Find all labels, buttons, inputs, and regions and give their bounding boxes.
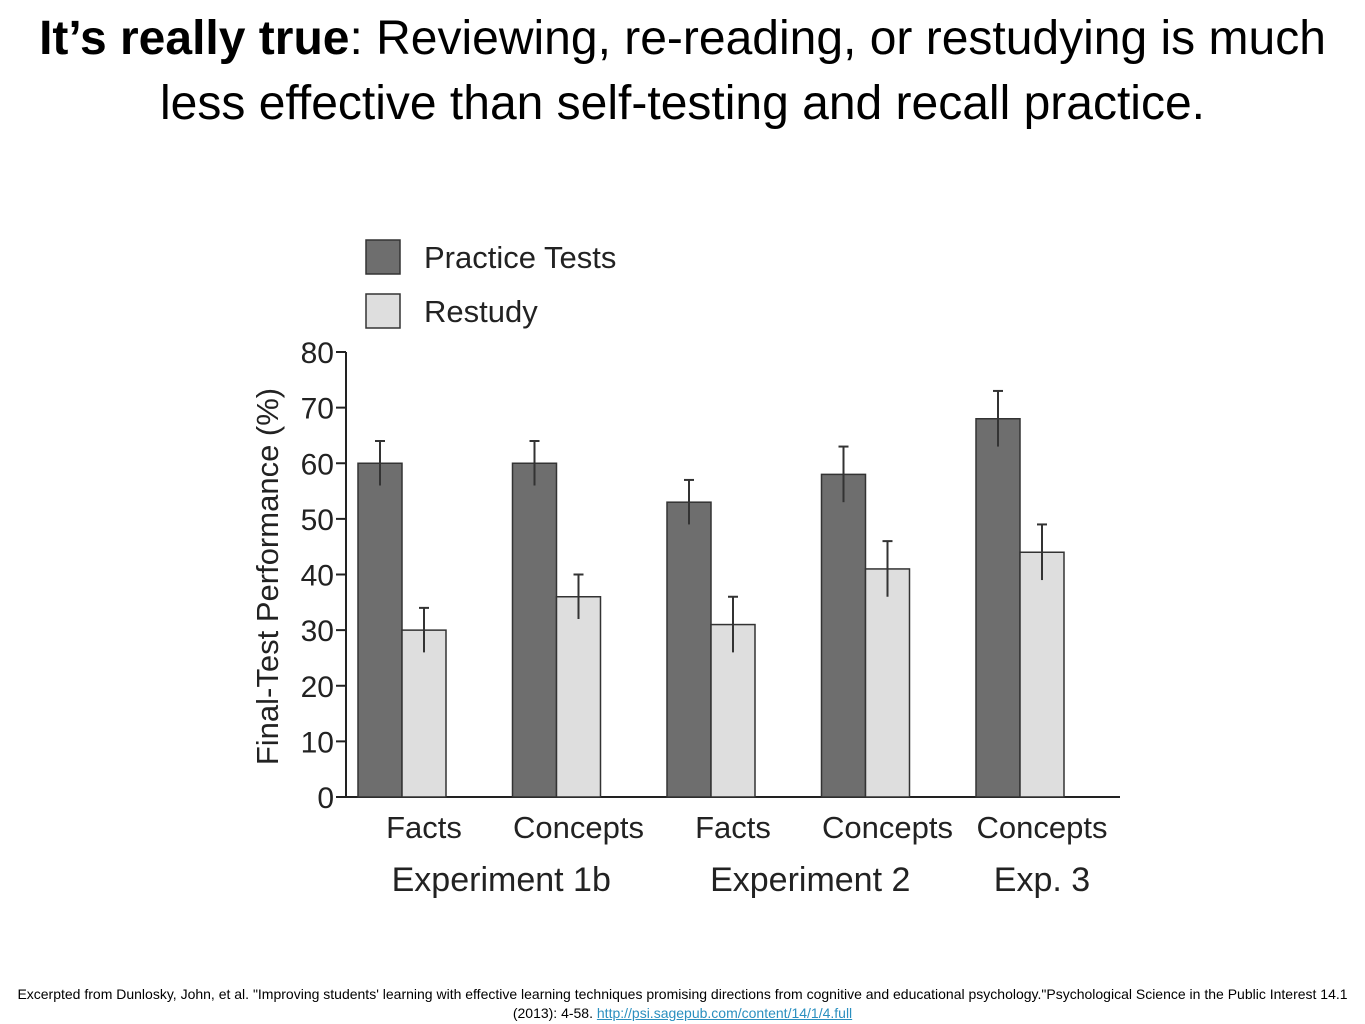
bar-practice-tests [511, 462, 558, 798]
x-group-label: Exp. 3 [994, 861, 1090, 899]
x-group-label: Experiment 1b [392, 861, 611, 899]
y-axis-label: Final-Test Performance (%) [250, 388, 285, 765]
y-tick-label: 60 [301, 448, 334, 481]
bar-restudy [1019, 551, 1065, 798]
y-tick-label: 20 [301, 671, 334, 704]
bar-restudy [555, 596, 602, 798]
citation-text: Excerpted from Dunlosky, John, et al. "I… [17, 986, 1348, 1021]
x-tick-label: Facts [386, 810, 462, 845]
citation: Excerpted from Dunlosky, John, et al. "I… [0, 985, 1365, 1023]
legend-label-restudy: Restudy [424, 294, 538, 329]
bar-restudy [710, 623, 756, 798]
bar-restudy [401, 629, 447, 798]
x-group-label: Experiment 2 [710, 861, 910, 899]
y-tick-label: 40 [301, 560, 334, 593]
x-tick-label: Facts [695, 810, 771, 845]
x-tick-label: Concepts [822, 810, 953, 845]
bar-practice-tests [666, 501, 712, 798]
x-tick-label: Concepts [977, 810, 1108, 845]
y-tick-label: 50 [301, 504, 334, 537]
slide-title: It’s really true: Reviewing, re-reading,… [20, 6, 1345, 136]
y-tick-label: 80 [301, 337, 334, 370]
bar-practice-tests [820, 473, 867, 798]
y-tick-label: 30 [301, 615, 334, 648]
y-tick-label: 0 [317, 782, 334, 815]
legend-swatch-restudy [365, 293, 401, 329]
slide-title-text: : Reviewing, re-reading, or restudying i… [160, 12, 1326, 130]
bar-practice-tests [975, 418, 1021, 798]
y-tick-label: 70 [301, 393, 334, 426]
citation-link[interactable]: http://psi.sagepub.com/content/14/1/4.fu… [596, 1005, 853, 1021]
x-tick-label: Concepts [513, 810, 644, 845]
bar-practice-tests [357, 462, 403, 798]
legend-label-practice-tests: Practice Tests [424, 240, 616, 275]
y-tick-label: 10 [301, 726, 334, 759]
bar-restudy [864, 568, 911, 798]
slide-title-emphasis: It’s really true [39, 12, 350, 65]
legend-swatch-practice-tests [365, 239, 401, 275]
